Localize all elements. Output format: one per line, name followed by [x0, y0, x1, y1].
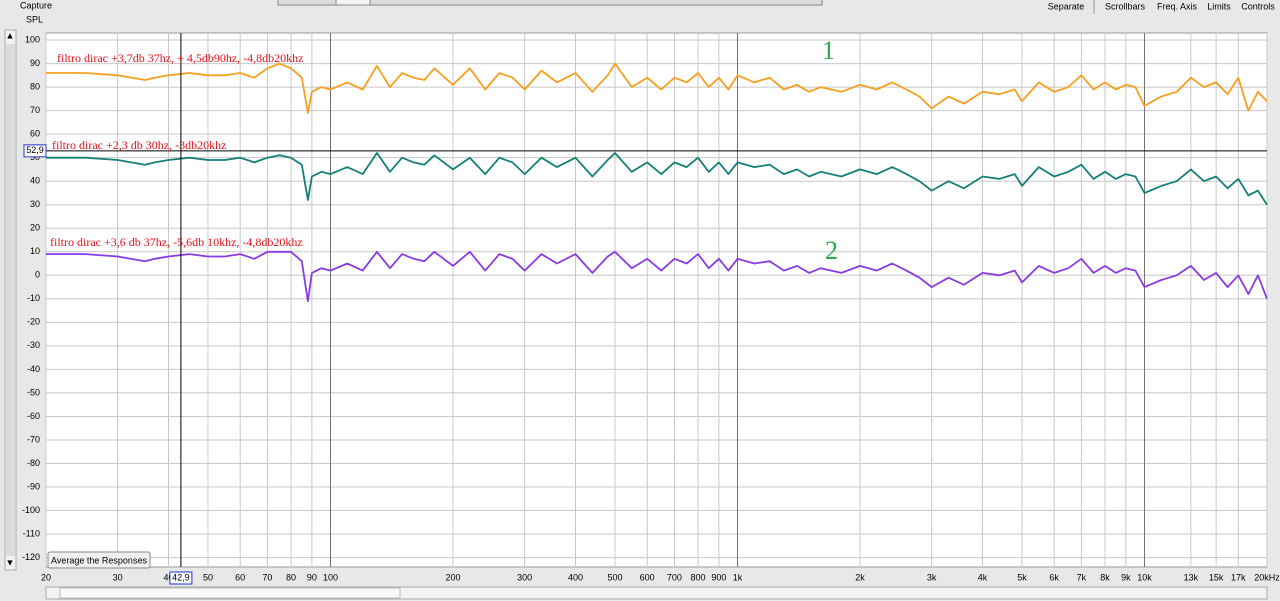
y-tick-label: 0 — [35, 270, 40, 280]
annotation: filtro dirac +2,3 db 30hz, -3db20khz — [52, 138, 226, 152]
y-tick-label: -80 — [27, 458, 40, 468]
plot-area — [45, 32, 1268, 568]
y-tick-label: 20 — [30, 223, 40, 233]
y-tick-label: 10 — [30, 246, 40, 256]
toolbar-button[interactable]: Limits — [1207, 1, 1231, 11]
x-tick-label: 700 — [667, 572, 682, 582]
v-scroll-thumb[interactable] — [6, 44, 15, 556]
x-tick-label: 30 — [113, 572, 123, 582]
x-tick-label: 17k — [1231, 572, 1246, 582]
y-tick-label: -90 — [27, 481, 40, 491]
y-tick-label: 70 — [30, 105, 40, 115]
x-tick-label: 9k — [1121, 572, 1131, 582]
y-tick-label: -60 — [27, 411, 40, 421]
x-tick-label: 300 — [517, 572, 532, 582]
x-tick-label: 70 — [262, 572, 272, 582]
y-tick-label: -50 — [27, 387, 40, 397]
tab[interactable] — [335, 0, 371, 6]
x-tick-label: 20kHz — [1254, 572, 1280, 582]
capture-label: Capture — [20, 0, 52, 10]
x-tick-label: 20 — [41, 572, 51, 582]
x-tick-label: 800 — [691, 572, 706, 582]
annotation: filtro dirac +3,6 db 37hz, -5,6db 10khz,… — [50, 235, 303, 249]
y-tick-label: -40 — [27, 364, 40, 374]
toolbar-button[interactable]: Scrollbars — [1105, 1, 1146, 11]
y-tick-label: -20 — [27, 317, 40, 327]
tab-strip[interactable] — [277, 0, 823, 6]
y-tick-label: -30 — [27, 340, 40, 350]
top-tabs[interactable] — [277, 0, 823, 6]
y-tick-label: 80 — [30, 81, 40, 91]
x-tick-label: 8k — [1100, 572, 1110, 582]
x-tick-label: 100 — [323, 572, 338, 582]
x-tick-label: 60 — [235, 572, 245, 582]
y-tick-label: -100 — [22, 505, 40, 515]
x-tick-label: 7k — [1077, 572, 1087, 582]
annotation: 2 — [825, 236, 838, 265]
y-tick-label: 90 — [30, 58, 40, 68]
response-curve — [46, 62, 1268, 114]
x-tick-label: 500 — [607, 572, 622, 582]
average-button[interactable] — [47, 551, 151, 569]
y-tick-label: 60 — [30, 129, 40, 139]
y-tick-label: -10 — [27, 293, 40, 303]
plot — [45, 33, 1268, 567]
y-axis-label: SPL — [26, 14, 43, 24]
x-tick-label: 15k — [1209, 572, 1224, 582]
x-tick-label: 1k — [733, 572, 743, 582]
x-tick-label: 13k — [1184, 572, 1199, 582]
average-button-label[interactable]: Average the Responses — [51, 555, 147, 565]
toolbar-button[interactable]: Controls — [1241, 1, 1275, 11]
x-tick-label: 4k — [978, 572, 988, 582]
y-tick-label: 40 — [30, 176, 40, 186]
y-tick-label: -120 — [22, 552, 40, 562]
x-tick-label: 900 — [711, 572, 726, 582]
y-tick-label: -110 — [23, 528, 40, 538]
scroll-arrow[interactable]: ▼ — [6, 557, 15, 567]
cursor-y-label: 52,9 — [26, 145, 44, 155]
toolbar-button[interactable]: Separate — [1048, 1, 1085, 11]
cursor-x-box — [169, 571, 193, 585]
x-tick-label: 90 — [307, 572, 317, 582]
scroll-arrow[interactable]: ▲ — [6, 30, 15, 40]
cursor-y-box — [23, 144, 47, 158]
x-tick-label: 2k — [855, 572, 865, 582]
y-tick-label: 100 — [25, 34, 40, 44]
x-tick-label: 3k — [927, 572, 937, 582]
x-tick-label: 50 — [203, 572, 213, 582]
x-tick-label: 40 — [164, 572, 174, 582]
x-tick-label: 200 — [445, 572, 460, 582]
x-tick-label: 80 — [286, 572, 296, 582]
annotation: filtro dirac +3,7db 37hz, + 4,5db90hz, -… — [57, 51, 304, 65]
x-tick-label: 5k — [1017, 572, 1027, 582]
response-curve — [46, 250, 1268, 303]
response-curve — [46, 152, 1268, 206]
x-tick-label: 10k — [1137, 572, 1152, 582]
y-tick-label: -70 — [27, 434, 40, 444]
x-tick-label: 6k — [1049, 572, 1059, 582]
annotation: 1 — [822, 36, 835, 65]
x-tick-label: 400 — [568, 572, 583, 582]
cursor-x-label: 42,9 — [172, 572, 190, 582]
toolbar-button[interactable]: Freq. Axis — [1157, 1, 1198, 11]
h-scroll-thumb[interactable] — [59, 587, 401, 599]
x-tick-label: 600 — [640, 572, 655, 582]
y-tick-label: 30 — [30, 199, 40, 209]
